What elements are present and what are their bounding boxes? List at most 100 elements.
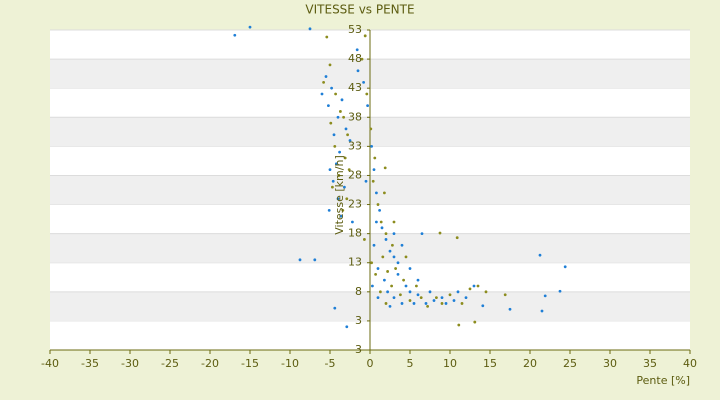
point [341, 208, 345, 212]
point [448, 293, 452, 297]
point [408, 299, 412, 302]
y-tick-label: 38 [348, 110, 362, 123]
point [325, 35, 329, 39]
point [331, 179, 335, 183]
plot-area [49, 25, 691, 354]
point [345, 197, 349, 201]
point [327, 208, 331, 212]
point [383, 278, 386, 282]
point [308, 27, 312, 31]
point [375, 220, 378, 224]
y-tick-label: 18 [348, 227, 362, 240]
point [388, 249, 392, 253]
x-tick-label: -25 [161, 357, 179, 370]
point [440, 296, 444, 300]
x-tick-label: 15 [483, 357, 497, 370]
point [339, 214, 343, 218]
point [424, 302, 428, 305]
point [444, 302, 448, 305]
x-tick-label: -5 [325, 357, 336, 370]
x-tick-label: -30 [121, 357, 139, 370]
point [391, 243, 394, 247]
y-axis-title: Vitesse [km/h] [333, 155, 346, 235]
point [404, 284, 408, 288]
point [336, 115, 340, 119]
point [386, 290, 389, 294]
point [343, 185, 346, 189]
point [375, 191, 378, 195]
point [347, 168, 351, 172]
point [457, 323, 461, 327]
x-tick-label: -15 [241, 357, 259, 370]
point [394, 267, 397, 270]
point [384, 302, 388, 305]
x-tick-label: 40 [683, 357, 697, 370]
point [345, 325, 349, 329]
point [384, 238, 388, 241]
y-tick-label: 28 [348, 168, 362, 181]
point [428, 290, 432, 294]
point [392, 220, 396, 224]
point [366, 104, 369, 108]
point [456, 290, 460, 294]
point [332, 133, 336, 137]
point [420, 232, 424, 236]
point [416, 278, 420, 282]
point [383, 191, 386, 195]
point [364, 179, 368, 183]
chart-title: VITESSE vs PENTE [305, 3, 414, 17]
point [388, 304, 392, 308]
point [320, 92, 324, 96]
point [503, 293, 507, 297]
point [335, 162, 338, 166]
point [370, 261, 373, 265]
point [356, 69, 360, 73]
y-tick-label: 48 [348, 52, 362, 65]
point [415, 284, 418, 288]
point [339, 110, 342, 113]
point [455, 236, 459, 240]
x-axis-title: Pente [%] [636, 374, 690, 387]
point [380, 226, 384, 230]
point [484, 290, 488, 294]
point [328, 63, 332, 67]
point [432, 299, 436, 302]
point [390, 284, 393, 288]
point [373, 156, 377, 160]
point [438, 231, 442, 235]
point [327, 104, 330, 108]
point [468, 287, 472, 291]
point [372, 168, 376, 172]
point [298, 258, 302, 262]
point [355, 48, 359, 52]
point [400, 243, 404, 247]
point [383, 166, 387, 170]
x-tick-label: 5 [407, 357, 414, 370]
point [416, 293, 420, 297]
point [248, 25, 252, 29]
point [399, 293, 402, 297]
x-tick-label: 30 [603, 357, 617, 370]
y-tick-label: 3 [355, 343, 362, 356]
point [333, 144, 337, 148]
point [379, 220, 383, 224]
point [402, 278, 405, 282]
point [379, 290, 382, 294]
point [392, 232, 396, 236]
point [408, 290, 412, 294]
point [386, 270, 389, 273]
point [392, 255, 396, 259]
point [404, 255, 408, 259]
point [340, 98, 344, 102]
point [538, 253, 542, 257]
point [363, 34, 367, 38]
point [508, 307, 512, 311]
y-tick-label: 8 [355, 285, 362, 298]
point [435, 296, 438, 300]
point [392, 296, 396, 300]
point [371, 179, 375, 183]
point [233, 33, 237, 37]
point [381, 255, 385, 259]
point [342, 115, 345, 119]
point [481, 304, 485, 308]
